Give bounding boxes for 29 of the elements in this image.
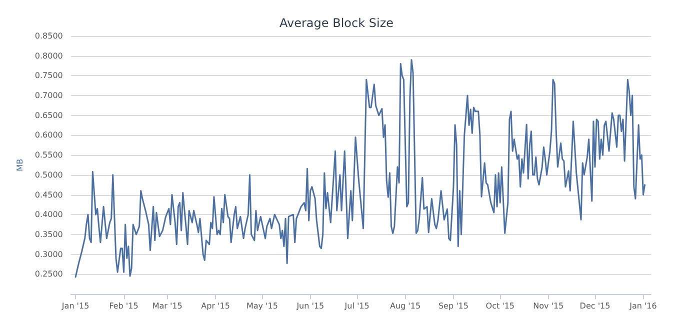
chart-title: Average Block Size: [280, 16, 394, 30]
y-tick-label: 0.6000: [34, 130, 63, 140]
x-tick-label: Sep '15: [438, 302, 468, 310]
line-series: [74, 59, 646, 278]
y-tick-label: 0.8500: [34, 32, 63, 40]
x-tick-label: Jul '15: [344, 302, 370, 310]
x-tick-label: May '15: [246, 302, 278, 310]
y-tick-label: 0.5000: [34, 170, 63, 180]
y-tick-label: 0.3000: [34, 250, 63, 259]
y-tick-label: 0.4500: [34, 190, 63, 200]
x-tick-label: Feb '15: [109, 302, 138, 310]
x-tick-label: Nov '15: [533, 302, 564, 310]
y-tick-label: 0.3500: [34, 230, 63, 239]
y-tick-label: 0.4000: [34, 210, 63, 220]
y-tick-label: 0.7500: [34, 71, 63, 80]
x-tick-label: Jan '15: [60, 302, 90, 310]
x-tick-label: Dec '15: [580, 302, 610, 310]
y-tick-label: 0.8000: [34, 51, 63, 60]
y-tick-label: 0.2500: [34, 270, 63, 279]
x-tick-label: Oct '15: [486, 302, 515, 310]
y-tick-label: 0.5500: [34, 150, 63, 160]
y-axis-title: MB: [16, 158, 24, 172]
x-tick-label: Aug '15: [390, 302, 421, 310]
x-tick-label: Apr '15: [201, 302, 230, 310]
y-tick-label: 0.7000: [34, 91, 63, 100]
x-tick-label: Mar '15: [152, 302, 182, 310]
y-tick-label: 0.6500: [34, 110, 63, 120]
x-tick-label: Jun '15: [296, 302, 324, 310]
x-tick-label: Jan '16: [628, 302, 657, 310]
